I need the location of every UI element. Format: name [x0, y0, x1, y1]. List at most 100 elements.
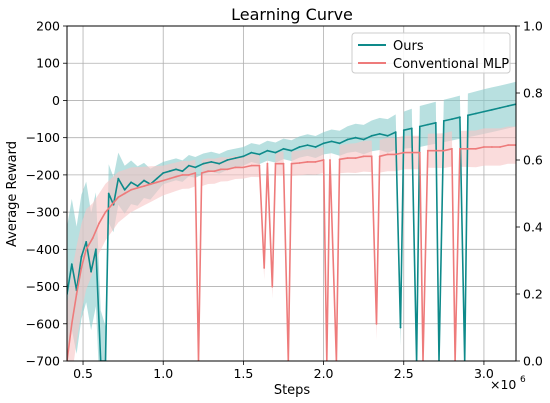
- data-point: [467, 114, 469, 117]
- data-point: [242, 166, 245, 169]
- data-point: [282, 147, 285, 150]
- data-point: [274, 151, 277, 154]
- data-point: [107, 192, 110, 195]
- data-point: [483, 110, 485, 113]
- confidence-band: [67, 126, 516, 361]
- data-point: [491, 146, 493, 148]
- data-point: [111, 203, 113, 206]
- y-tick-label: 0: [52, 93, 60, 108]
- data-point: [346, 138, 349, 141]
- data-point: [155, 181, 158, 184]
- data-point: [426, 123, 429, 126]
- data-point: [499, 146, 501, 148]
- y-tick-label: −200: [26, 167, 60, 182]
- y-tick-label: −500: [26, 279, 60, 294]
- data-point: [98, 222, 100, 225]
- data-point: [282, 162, 285, 165]
- data-point: [258, 164, 261, 167]
- data-point: [271, 285, 274, 288]
- legend: Ours Conventional MLP: [351, 32, 511, 74]
- data-point: [104, 211, 107, 214]
- data-point: [91, 237, 94, 240]
- data-point: [250, 151, 253, 154]
- data-point: [168, 177, 171, 180]
- x-tick-label: 2.0: [314, 366, 334, 381]
- x-tick-label: 1.0: [153, 366, 173, 381]
- data-point: [386, 134, 389, 137]
- y2-tick-label: 0.2: [523, 287, 543, 302]
- data-point: [354, 136, 357, 139]
- chart-title: Learning Curve: [231, 5, 353, 24]
- x-multiplier: ×10 6: [490, 375, 526, 392]
- data-point: [507, 105, 509, 107]
- data-point: [85, 248, 88, 251]
- y2-tick-label: 0.0: [523, 354, 543, 369]
- y-axis-title: Average Reward: [5, 141, 20, 247]
- plot-frame: [66, 25, 517, 362]
- data-point: [362, 155, 365, 158]
- data-point: [483, 146, 485, 148]
- data-point: [354, 157, 357, 160]
- data-point: [175, 175, 177, 178]
- data-point: [314, 161, 317, 163]
- data-point: [117, 177, 120, 180]
- series-line: [67, 144, 516, 361]
- x-tick-label: 0.5: [73, 366, 93, 381]
- data-point: [370, 134, 373, 137]
- data-point: [370, 155, 373, 158]
- x-tick-label: 1.5: [233, 366, 253, 381]
- data-point: [418, 151, 421, 154]
- data-point: [338, 142, 341, 145]
- data-point: [143, 185, 145, 188]
- data-point: [475, 112, 477, 115]
- data-point: [168, 170, 171, 173]
- series-line-ours: [67, 103, 516, 361]
- y-tick-label: −300: [26, 205, 60, 220]
- data-point: [80, 255, 83, 258]
- data-point: [375, 322, 378, 325]
- data-point: [234, 166, 237, 169]
- series-line: [67, 103, 516, 361]
- data-point: [442, 149, 445, 152]
- y2-tick-label: 0.4: [523, 220, 543, 235]
- data-point: [70, 322, 73, 325]
- data-point: [136, 187, 139, 189]
- data-point: [426, 149, 429, 152]
- data-point: [143, 179, 145, 182]
- data-point: [394, 131, 397, 134]
- data-point: [200, 172, 203, 174]
- data-point: [258, 153, 261, 156]
- data-point: [70, 263, 73, 266]
- data-point: [378, 133, 381, 135]
- data-point: [434, 149, 437, 152]
- data-point: [290, 149, 293, 152]
- data-point: [491, 108, 493, 111]
- data-point: [188, 174, 190, 176]
- data-point: [322, 142, 325, 145]
- data-point: [263, 267, 266, 269]
- data-point: [117, 196, 120, 199]
- y2-tick-label: 0.6: [523, 153, 543, 168]
- data-point: [220, 168, 222, 171]
- data-point: [213, 170, 216, 173]
- data-point: [467, 147, 469, 150]
- x-tick-label: 3.0: [474, 366, 494, 381]
- data-point: [274, 162, 277, 165]
- data-point: [136, 185, 139, 188]
- data-point: [123, 192, 126, 195]
- data-point: [85, 241, 88, 243]
- data-point: [75, 293, 78, 295]
- data-point: [250, 164, 253, 167]
- data-point: [329, 159, 331, 161]
- data-point: [451, 118, 453, 120]
- data-point: [194, 172, 197, 174]
- data-point: [226, 159, 229, 161]
- data-point: [80, 267, 83, 269]
- data-point: [207, 170, 210, 173]
- data-point: [410, 127, 413, 130]
- legend-label-ours: Ours: [393, 39, 424, 54]
- data-point: [290, 162, 293, 165]
- legend-box: [351, 32, 511, 74]
- data-point: [322, 159, 325, 161]
